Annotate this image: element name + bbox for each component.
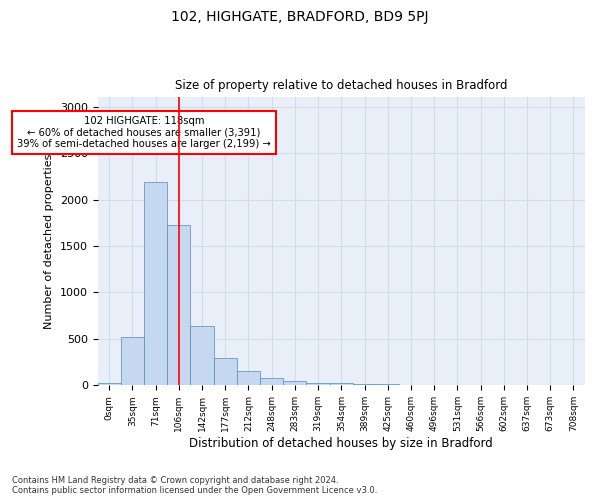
- Title: Size of property relative to detached houses in Bradford: Size of property relative to detached ho…: [175, 79, 508, 92]
- Bar: [121, 337, 144, 386]
- Bar: [144, 182, 167, 386]
- Bar: [353, 384, 376, 386]
- X-axis label: Distribution of detached houses by size in Bradford: Distribution of detached houses by size …: [190, 437, 493, 450]
- Y-axis label: Number of detached properties: Number of detached properties: [44, 154, 54, 329]
- Bar: [237, 371, 260, 386]
- Bar: [167, 224, 190, 386]
- Bar: [329, 384, 353, 386]
- Bar: [214, 358, 237, 386]
- Bar: [190, 326, 214, 386]
- Bar: [260, 378, 283, 386]
- Text: Contains HM Land Registry data © Crown copyright and database right 2024.
Contai: Contains HM Land Registry data © Crown c…: [12, 476, 377, 495]
- Bar: [283, 381, 307, 386]
- Bar: [98, 383, 121, 386]
- Bar: [307, 382, 329, 386]
- Text: 102, HIGHGATE, BRADFORD, BD9 5PJ: 102, HIGHGATE, BRADFORD, BD9 5PJ: [171, 10, 429, 24]
- Text: 102 HIGHGATE: 118sqm
← 60% of detached houses are smaller (3,391)
39% of semi-de: 102 HIGHGATE: 118sqm ← 60% of detached h…: [17, 116, 271, 149]
- Bar: [376, 384, 400, 386]
